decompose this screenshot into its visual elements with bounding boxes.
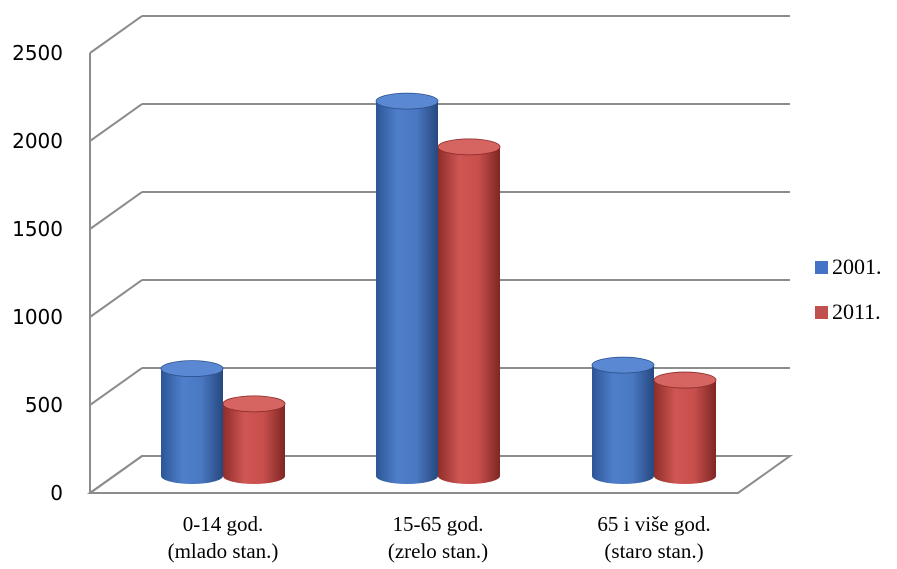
bar — [160, 360, 224, 484]
bar-body — [592, 365, 654, 484]
x-tick-label: 15-65 god. (zrelo stan.) — [388, 512, 488, 563]
x-tick-label: 65 i više god. (staro stan.) — [597, 512, 710, 563]
bar-body — [161, 368, 223, 484]
bar-body — [376, 101, 438, 485]
wall-gridline — [89, 15, 143, 54]
bar-body — [223, 403, 285, 484]
legend-item: 2011. — [815, 299, 881, 324]
x-tick-label: 0-14 god. (mlado stan.) — [168, 512, 279, 563]
floor — [86, 455, 794, 494]
y-tick-label: 0 — [50, 481, 63, 505]
bar-top — [222, 395, 286, 413]
legend-label: 2001. — [832, 254, 882, 279]
y-tick-label: 500 — [25, 393, 63, 417]
wall-gridline — [89, 103, 143, 142]
bar — [653, 371, 717, 484]
axes — [86, 53, 794, 494]
bar-top — [437, 138, 501, 156]
bar — [591, 356, 655, 484]
wall-gridline — [89, 367, 143, 406]
bar-top — [160, 360, 224, 378]
legend: 2001. 2011. — [815, 254, 882, 324]
y-tick-label: 1000 — [12, 305, 63, 329]
labels: 0 500 1000 1500 2000 2500 0-14 god. (mlado stan… — [12, 41, 710, 563]
legend-swatch — [815, 306, 828, 319]
bar — [222, 395, 286, 484]
y-tick-label: 1500 — [12, 217, 63, 241]
y-tick-label: 2000 — [12, 129, 63, 153]
legend-label: 2011. — [832, 299, 881, 324]
bar — [437, 138, 501, 484]
y-tick-label: 2500 — [12, 41, 63, 65]
bar-top — [375, 92, 439, 110]
bar-body — [654, 380, 716, 484]
wall-gridline — [89, 191, 143, 230]
bar-top — [653, 371, 717, 389]
bars — [160, 92, 717, 485]
bar-top — [591, 356, 655, 374]
wall-gridline — [89, 279, 143, 318]
legend-swatch — [815, 261, 828, 274]
bar — [375, 92, 439, 485]
legend-item: 2001. — [815, 254, 882, 279]
bar-body — [438, 146, 500, 484]
